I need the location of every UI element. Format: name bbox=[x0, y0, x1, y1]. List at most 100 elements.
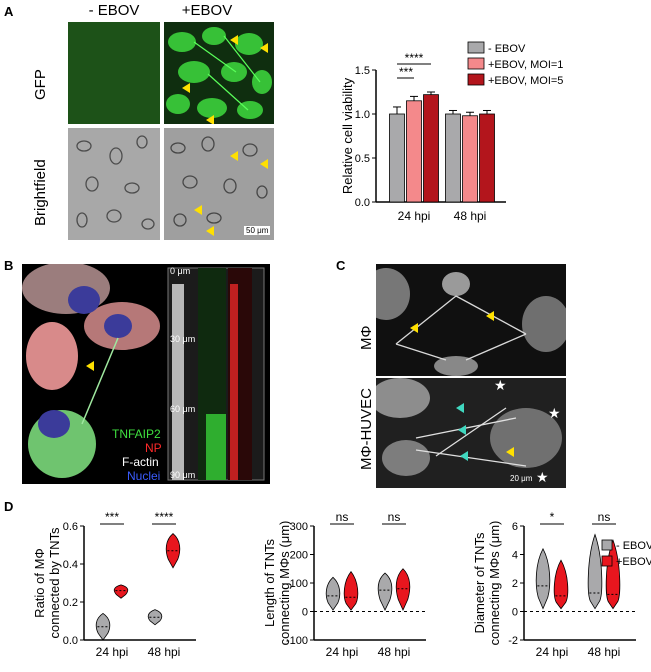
svg-text:★: ★ bbox=[494, 378, 507, 393]
significance-label: **** bbox=[405, 51, 424, 65]
brightfield-minus-ebov-image bbox=[68, 128, 160, 240]
svg-text:★: ★ bbox=[548, 405, 561, 421]
y-tick-label: 4 bbox=[512, 550, 518, 562]
violin bbox=[553, 559, 569, 610]
legend-label: +EBOV, MOI=1 bbox=[488, 59, 563, 71]
legend-label: - EBOV bbox=[616, 540, 651, 552]
legend-label: +EBOV, MOI=5 bbox=[488, 75, 563, 87]
brightfield-plus-ebov-image: 50 μm bbox=[164, 128, 274, 240]
legend-swatch bbox=[467, 57, 485, 70]
y-axis-label: connected by TNTs bbox=[47, 527, 62, 639]
panel-label-d: D bbox=[4, 499, 14, 514]
y-tick-label: 0 bbox=[512, 607, 518, 619]
tnt-mphi-drawing bbox=[376, 268, 566, 376]
y-tick-label: 0.6 bbox=[63, 521, 78, 533]
depth-label-90: 90 μm bbox=[170, 470, 196, 480]
scale-bar-label-c: 20 μm bbox=[510, 474, 533, 483]
y-tick-label: -100 bbox=[286, 635, 308, 647]
row-label-brightfield: Brightfield bbox=[32, 159, 49, 226]
legend-swatch bbox=[467, 41, 485, 54]
row-label-gfp: GFP bbox=[32, 69, 49, 100]
depth-label-0: 0 μm bbox=[170, 266, 191, 276]
legend-label: - EBOV bbox=[488, 43, 526, 55]
x-tick-label: 48 hpi bbox=[588, 645, 621, 659]
svg-text:★: ★ bbox=[536, 469, 549, 485]
legend-swatch bbox=[601, 539, 613, 551]
row-label-mphi: MΦ bbox=[358, 325, 375, 350]
significance-label: *** bbox=[105, 510, 119, 524]
y-tick-label: 6 bbox=[512, 521, 518, 533]
significance-label: *** bbox=[399, 65, 413, 79]
stain-nuclei-label: Nuclei bbox=[127, 469, 161, 483]
significance-label: **** bbox=[155, 510, 174, 524]
y-tick-label: 0.5 bbox=[355, 153, 370, 165]
panel-label-c: C bbox=[336, 258, 346, 273]
significance-label: * bbox=[550, 510, 555, 524]
panel-label-a: A bbox=[4, 4, 14, 19]
bar bbox=[445, 113, 461, 203]
y-axis-label: Diameter of TNTs bbox=[472, 532, 487, 633]
violin bbox=[325, 576, 341, 611]
y-tick-label: -2 bbox=[508, 635, 518, 647]
bar bbox=[462, 115, 478, 203]
legend-swatch bbox=[601, 555, 613, 567]
x-tick-label: 24 hpi bbox=[326, 645, 359, 659]
x-tick-label: 24 hpi bbox=[398, 209, 431, 223]
y-tick-label: 300 bbox=[290, 521, 308, 533]
stain-factin-label: F-actin bbox=[122, 455, 159, 469]
confocal-image-b: TNFAIP2 NP F-actin Nuclei 0 μm 30 μm 60 … bbox=[22, 264, 270, 484]
violin-plots: 0.0 0.2 0.4 0.6 Ratio of MΦ connected by TNTs… bbox=[32, 510, 651, 659]
bf-cells-plus-drawing bbox=[170, 136, 268, 236]
y-tick-label: 1.5 bbox=[355, 65, 370, 77]
tnt-huvec-drawing: ★ ★ ★ bbox=[376, 378, 562, 485]
depth-label-60: 60 μm bbox=[170, 404, 196, 414]
y-axis-label: Relative cell viability bbox=[340, 77, 355, 194]
y-tick-label: 0 bbox=[302, 607, 308, 619]
bar bbox=[389, 113, 405, 203]
row-label-mphi-huvec: MΦ-HUVEC bbox=[358, 388, 375, 470]
bar bbox=[479, 113, 495, 203]
col-title-minus-ebov: - EBOV bbox=[88, 2, 140, 19]
bf-cells-minus-drawing bbox=[76, 135, 155, 230]
col-title-plus-ebov: +EBOV bbox=[181, 2, 233, 19]
y-tick-label: 200 bbox=[290, 550, 308, 562]
significance-label: ns bbox=[388, 510, 401, 524]
stain-np-label: NP bbox=[145, 441, 162, 455]
significance-label: ns bbox=[336, 510, 349, 524]
x-tick-label: 48 hpi bbox=[378, 645, 411, 659]
legend-label: +EBOV bbox=[616, 556, 651, 568]
confocal-drawing bbox=[22, 264, 265, 481]
tnt-mphi-image bbox=[376, 264, 566, 376]
scale-bar-label-a: 50 μm bbox=[244, 226, 271, 235]
y-tick-label: 0.0 bbox=[63, 635, 78, 647]
violin bbox=[535, 547, 551, 610]
gfp-minus-ebov-image bbox=[68, 22, 160, 124]
violin bbox=[377, 572, 393, 611]
panel-label-b: B bbox=[4, 258, 14, 273]
y-tick-label: 1.0 bbox=[355, 109, 370, 121]
violin bbox=[343, 570, 359, 611]
tnt-huvec-image: ★ ★ ★ 20 μm bbox=[376, 378, 566, 488]
y-axis-label: Length of TNTs bbox=[262, 539, 277, 627]
x-tick-label: 48 hpi bbox=[454, 209, 487, 223]
gfp-plus-ebov-image bbox=[164, 22, 274, 124]
gfp-cells-drawing bbox=[166, 27, 272, 124]
y-axis-label: connecting MΦs (μm) bbox=[277, 521, 292, 646]
y-tick-label: 0.2 bbox=[63, 597, 78, 609]
y-tick-label: 2 bbox=[512, 578, 518, 590]
violin bbox=[587, 533, 603, 610]
y-tick-label: 100 bbox=[290, 578, 308, 590]
x-tick-label: 24 hpi bbox=[536, 645, 569, 659]
y-axis-label: connecting MΦs (μm) bbox=[487, 521, 502, 646]
violin bbox=[395, 568, 411, 612]
bar bbox=[423, 94, 439, 203]
y-tick-label: 0.4 bbox=[63, 559, 78, 571]
significance-label: ns bbox=[598, 510, 611, 524]
x-tick-label: 24 hpi bbox=[96, 645, 129, 659]
violin bbox=[113, 584, 129, 599]
x-tick-label: 48 hpi bbox=[148, 645, 181, 659]
y-axis-label: Ratio of MΦ bbox=[32, 548, 47, 618]
bar bbox=[406, 100, 422, 203]
y-tick-label: 0.0 bbox=[355, 197, 370, 209]
